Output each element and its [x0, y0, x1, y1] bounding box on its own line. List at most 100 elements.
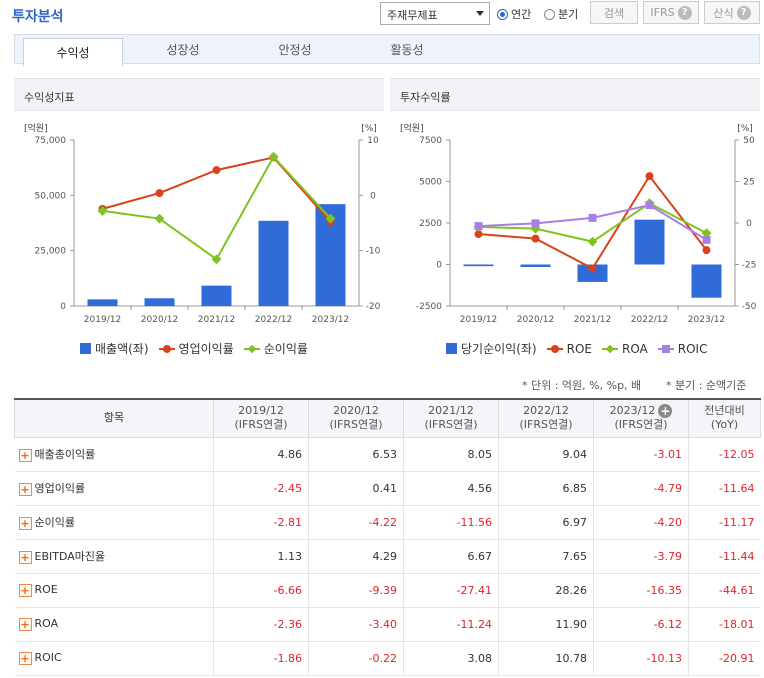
statement-select[interactable]: 주재무제표 [380, 2, 490, 25]
value-cell: -6.12 [593, 607, 689, 642]
point-ROIC-2 [588, 213, 597, 222]
value-cell: -0.22 [308, 641, 404, 676]
header-year: 2021/12 [428, 404, 474, 418]
header-col: 전년대비 (YoY) [688, 398, 761, 438]
search-button[interactable]: 검색 [590, 1, 638, 24]
value-cell: 10.78 [498, 641, 594, 676]
row-label: 매출총이익률 [34, 448, 96, 461]
header-col: 2023/12 + (IFRS연결) [593, 398, 689, 438]
expand-row-icon[interactable]: + [18, 583, 32, 597]
bar-2 [201, 285, 232, 306]
left-tick-label: 5000 [419, 178, 442, 188]
x-tick-label: 2022/12 [255, 315, 292, 325]
question-icon: ? [677, 5, 692, 20]
table-row: + ROIC -1.86 -0.22 3.08 10.78 -10.13 -20.91 [14, 641, 761, 676]
tab-profitability[interactable]: 수익성 [23, 38, 123, 66]
header-col: 2019/12 (IFRS연결) [213, 398, 309, 438]
ifrs-help-button[interactable]: IFRS ? [643, 1, 699, 24]
radio-annual[interactable]: 연간 [497, 6, 531, 22]
left-tick-label: 7500 [419, 136, 442, 146]
header-col: 2022/12 (IFRS연결) [498, 398, 594, 438]
tab-growth[interactable]: 성장성 [166, 43, 200, 57]
legend-roic-label: ROIC [677, 341, 708, 356]
legend-roa: ROA [601, 341, 648, 356]
right-axis-unit: [%] [737, 124, 753, 134]
value-cell: 28.26 [498, 573, 594, 608]
value-cell: 6.85 [498, 471, 594, 506]
header-basis: (IFRS연결) [519, 418, 573, 432]
value-cell: -10.13 [593, 641, 689, 676]
table-row: + 영업이익률 -2.45 0.41 4.56 6.85 -4.79 -11.64 [14, 471, 761, 506]
left-tick-label: 2500 [419, 219, 442, 229]
table-row: + ROA -2.36 -3.40 -11.24 11.90 -6.12 -18.01 [14, 607, 761, 642]
right-tick-label: 10 [367, 136, 379, 146]
value-cell: -44.61 [688, 573, 761, 608]
header-basis: (IFRS연결) [614, 418, 668, 432]
radio-quarter[interactable]: 분기 [544, 6, 578, 22]
point-ROE-0 [474, 230, 483, 239]
expand-row-icon[interactable]: + [18, 448, 32, 462]
bar-4 [691, 264, 722, 298]
x-tick-label: 2020/12 [517, 315, 554, 325]
left-tick-label: -2500 [416, 302, 442, 312]
bar-2 [577, 264, 608, 282]
value-cell: -11.44 [688, 539, 761, 574]
row-label-cell: + EBITDA마진율 [14, 539, 214, 574]
question-icon: ? [736, 5, 751, 20]
value-cell: 6.53 [308, 437, 404, 472]
row-label-cell: + ROIC [14, 641, 214, 676]
profitability-legend: 매출액(좌) 영업이익률 순이익률 [80, 340, 308, 357]
profitability-chart-header: 수익성지표 [14, 78, 384, 111]
value-cell: -11.64 [688, 471, 761, 506]
series-line-ROIC [478, 204, 708, 241]
legend-roic: ROIC [657, 341, 708, 356]
point-영업이익률-1 [155, 189, 164, 198]
formula-button-label: 산식 [713, 6, 734, 20]
tab-activity[interactable]: 활동성 [390, 43, 424, 57]
value-cell: -12.05 [688, 437, 761, 472]
legend-roa-label: ROA [621, 341, 648, 356]
value-cell: 1.13 [213, 539, 309, 574]
value-cell: 6.97 [498, 505, 594, 540]
analysis-tabs: 수익성 성장성 안정성 활동성 [14, 34, 760, 66]
value-cell: -4.22 [308, 505, 404, 540]
value-cell: 9.04 [498, 437, 594, 472]
bar-3 [258, 220, 289, 306]
x-tick-label: 2023/12 [312, 315, 349, 325]
row-label: EBITDA마진율 [34, 550, 106, 563]
expand-row-icon[interactable]: + [18, 550, 32, 564]
formula-help-button[interactable]: 산식 ? [704, 1, 760, 24]
left-tick-label: 75,000 [35, 136, 67, 146]
header-year: 2022/12 [523, 404, 569, 418]
legend-operating-margin-label: 영업이익률 [178, 342, 234, 356]
diamond-marker-icon [601, 344, 618, 354]
legend-net-income-label: 당기순이익(좌) [461, 342, 537, 356]
value-cell: -11.17 [688, 505, 761, 540]
point-ROE-2 [588, 264, 597, 273]
right-axis-unit: [%] [361, 124, 377, 134]
left-tick-label: 0 [60, 302, 66, 312]
expand-row-icon[interactable]: + [18, 617, 32, 631]
x-tick-label: 2023/12 [688, 315, 725, 325]
legend-net-margin: 순이익률 [243, 340, 308, 357]
point-ROIC-3 [645, 201, 654, 210]
right-tick-label: -10 [366, 247, 381, 257]
tab-stability[interactable]: 안정성 [278, 43, 312, 57]
right-tick-label: -20 [366, 302, 381, 312]
expand-row-icon[interactable]: + [18, 482, 32, 496]
value-cell: 4.29 [308, 539, 404, 574]
search-button-label: 검색 [603, 6, 625, 20]
quarter-note: * 분기 : 순액기준 [666, 379, 747, 392]
radio-checked-icon [497, 8, 508, 20]
table-row: + EBITDA마진율 1.13 4.29 6.67 7.65 -3.79 -11.44 [14, 539, 761, 574]
square-marker-icon [657, 344, 674, 354]
row-label-cell: + 영업이익률 [14, 471, 214, 506]
header-year: 2023/12 [609, 404, 656, 418]
header-year: 2020/12 [333, 404, 379, 418]
header-yoy: 전년대비 [704, 404, 745, 418]
row-label: ROIC [34, 651, 62, 665]
expand-row-icon[interactable]: + [18, 516, 32, 530]
expand-row-icon[interactable]: + [18, 651, 32, 665]
value-cell: -11.24 [403, 607, 499, 642]
expand-columns-icon[interactable]: + [658, 404, 673, 419]
